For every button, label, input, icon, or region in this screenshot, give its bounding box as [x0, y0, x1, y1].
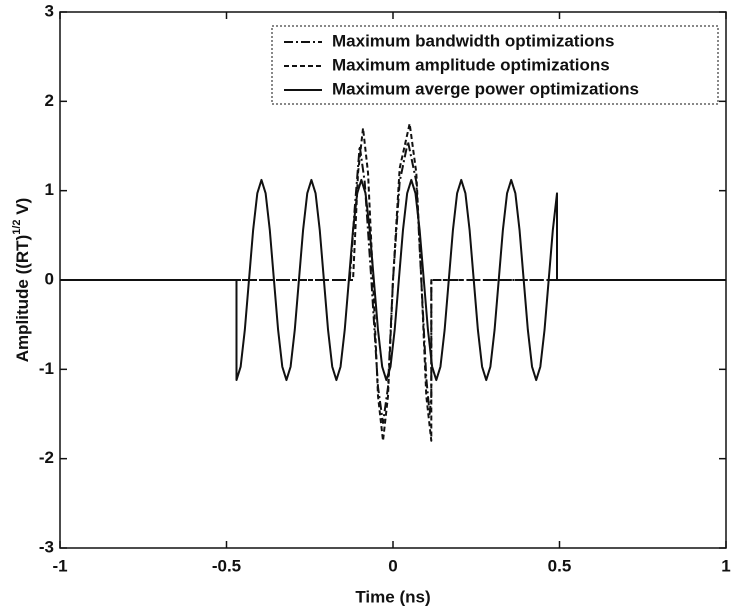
y-tick-label: -3 — [39, 537, 54, 556]
legend-box — [271, 25, 719, 105]
y-tick-label: -2 — [39, 448, 54, 467]
y-label-sup: 1/2 — [11, 219, 23, 234]
y-tick-label: 2 — [45, 91, 54, 110]
legend-label: Maximum bandwidth optimizations — [332, 31, 614, 50]
x-tick-label: -1 — [52, 556, 67, 575]
y-label-part: V) — [13, 198, 32, 220]
x-tick-label: 0.5 — [548, 556, 572, 575]
series-line — [60, 140, 726, 424]
y-tick-label: 1 — [45, 180, 54, 199]
y-label-part: Amplitude ((RT) — [13, 235, 32, 362]
series-line — [60, 178, 726, 382]
x-tick-label: 1 — [721, 556, 730, 575]
x-tick-label: 0 — [388, 556, 397, 575]
y-axis-label: Amplitude ((RT)1/2 V) — [11, 198, 33, 363]
y-tick-label: 3 — [45, 1, 54, 20]
y-tick-label: -1 — [39, 359, 54, 378]
x-tick-label: -0.5 — [212, 556, 241, 575]
legend-label: Maximum amplitude optimizations — [332, 55, 610, 74]
legend-label: Maximum averge power optimizations — [332, 79, 639, 98]
y-tick-label: 0 — [45, 269, 54, 288]
x-axis-label: Time (ns) — [355, 587, 430, 606]
series-line — [60, 122, 726, 442]
